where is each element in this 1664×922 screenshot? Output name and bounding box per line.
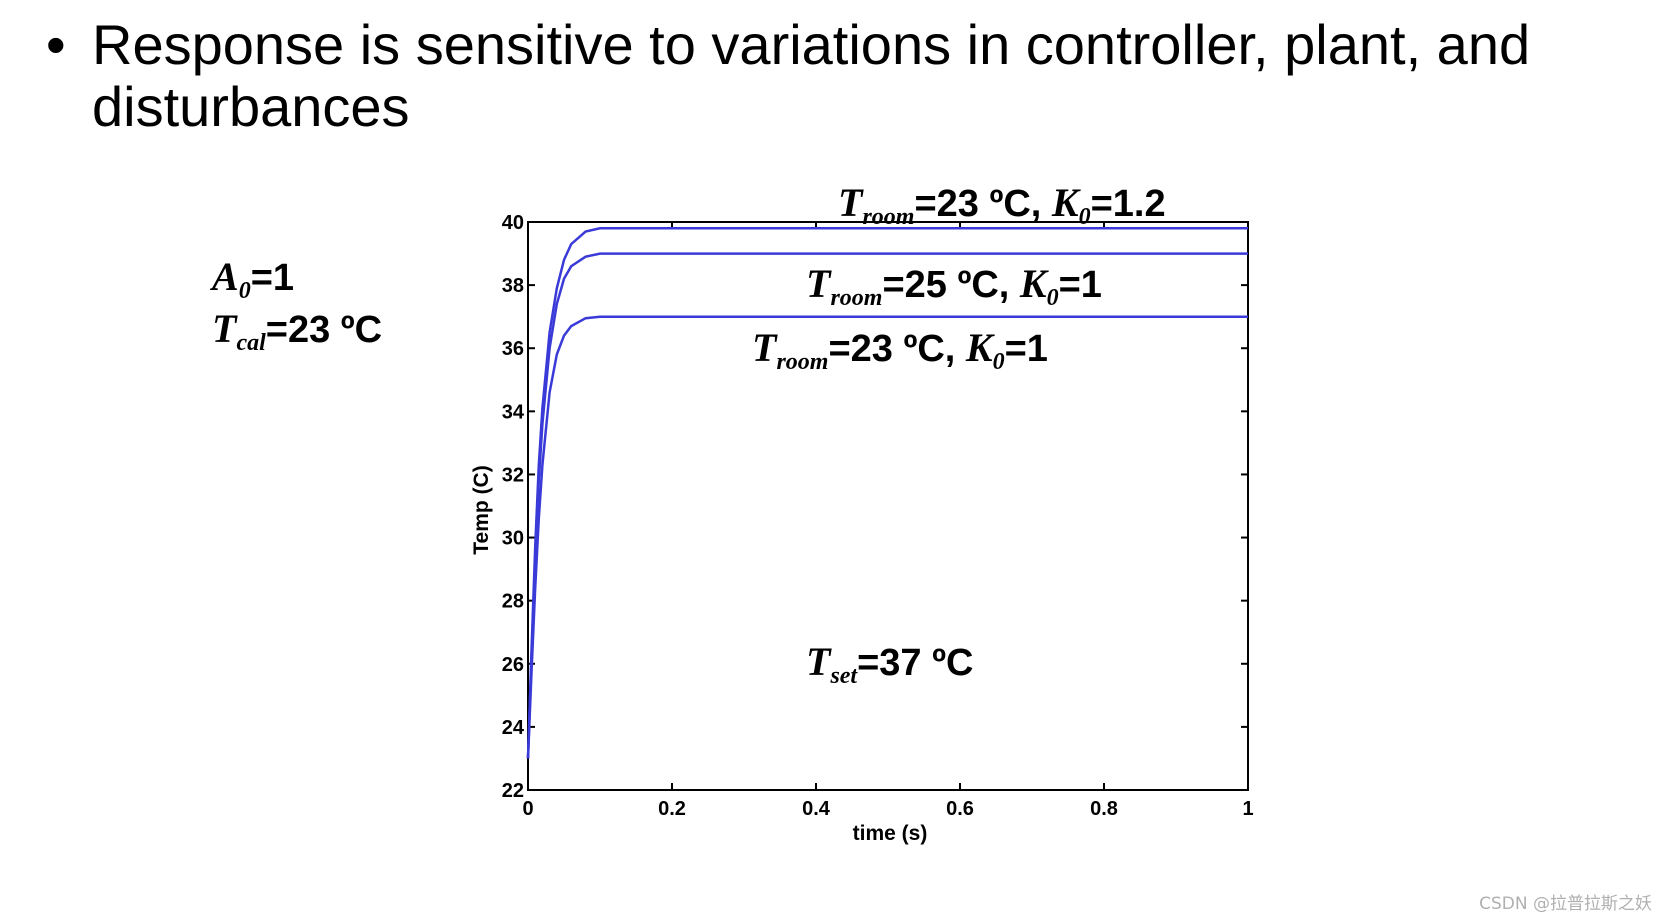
- bullet-text: Response is sensitive to variations in c…: [92, 13, 1531, 138]
- series-label-3-var: T: [752, 325, 778, 370]
- y-tick-label: 38: [502, 275, 524, 297]
- param-1-sub: 0: [239, 278, 251, 304]
- x-tick-label: 0: [522, 798, 533, 820]
- plot-area: 0 0.2 0.4 0.6 0.8 1 22 24 26 28 30 32 34 36 38 40 time (…: [470, 180, 1254, 845]
- y-tick-label: 24: [502, 717, 525, 739]
- y-tick-label: 26: [502, 654, 524, 676]
- y-tick-label: 34: [502, 401, 525, 423]
- y-tick-label: 40: [502, 212, 524, 234]
- series-label-2: Troom=25 ºC, K0=1: [806, 261, 1102, 311]
- series-label-2-value2: =1: [1059, 264, 1102, 306]
- series-label-2-var: T: [806, 261, 832, 306]
- series-label-1: Troom=23 ºC, K0=1.2: [838, 180, 1166, 230]
- bullet-point: • Response is sensitive to variations in…: [46, 14, 1636, 138]
- x-tick-label: 0.4: [802, 798, 831, 820]
- x-tick-label: 1: [1242, 798, 1253, 820]
- series-label-3-value2: =1: [1005, 328, 1048, 370]
- param-2: Tcal=23 ºC: [212, 306, 382, 356]
- y-tick-label: 36: [502, 338, 524, 360]
- series-label-3-var2: K: [965, 325, 995, 370]
- setpoint-annotation-value: =37 ºC: [857, 642, 973, 684]
- series-label-2-value: =25 ºC,: [882, 264, 1019, 306]
- plot-frame: [527, 221, 1249, 791]
- series-label-1-sub2: 0: [1079, 204, 1091, 230]
- param-2-sub: cal: [236, 330, 266, 356]
- y-axis-label: Temp (C): [470, 465, 493, 554]
- series-label-1-var2: K: [1051, 180, 1081, 225]
- series-line-3: [526, 315, 1248, 759]
- series-label-3: Troom=23 ºC, K0=1: [752, 325, 1048, 375]
- param-1-value: =1: [251, 257, 294, 299]
- x-tick-label: 0.2: [658, 798, 686, 820]
- x-axis-label: time (s): [853, 822, 928, 845]
- series-label-1-var: T: [838, 180, 864, 225]
- series-label-3-sub2: 0: [993, 349, 1005, 375]
- y-tick-label: 22: [502, 780, 524, 802]
- x-tick-label: 0.8: [1090, 798, 1118, 820]
- series-label-2-sub2: 0: [1047, 285, 1059, 311]
- watermark: CSDN @拉普拉斯之妖: [1479, 894, 1652, 914]
- series-label-3-sub: room: [776, 349, 828, 375]
- bullet-symbol: •: [46, 13, 66, 76]
- series-line-2: [526, 252, 1248, 759]
- series-label-1-value: =23 ºC,: [914, 183, 1051, 225]
- y-tick-label: 30: [502, 528, 524, 550]
- param-1-var: A: [209, 254, 239, 299]
- setpoint-annotation-sub: set: [829, 663, 858, 689]
- series-label-1-value2: =1.2: [1091, 183, 1166, 225]
- param-1: A0=1: [209, 254, 294, 304]
- setpoint-annotation: Tset=37 ºC: [806, 639, 973, 689]
- param-2-value: =23 ºC: [266, 309, 382, 351]
- x-tick-label: 0.6: [946, 798, 974, 820]
- series-label-1-sub: room: [862, 204, 914, 230]
- setpoint-annotation-var: T: [806, 639, 832, 684]
- series-label-3-value: =23 ºC,: [828, 328, 965, 370]
- series-label-2-sub: room: [830, 285, 882, 311]
- y-tick-label: 32: [502, 464, 524, 486]
- series-label-2-var2: K: [1019, 261, 1049, 306]
- param-2-var: T: [212, 306, 238, 351]
- y-tick-label: 28: [502, 591, 524, 613]
